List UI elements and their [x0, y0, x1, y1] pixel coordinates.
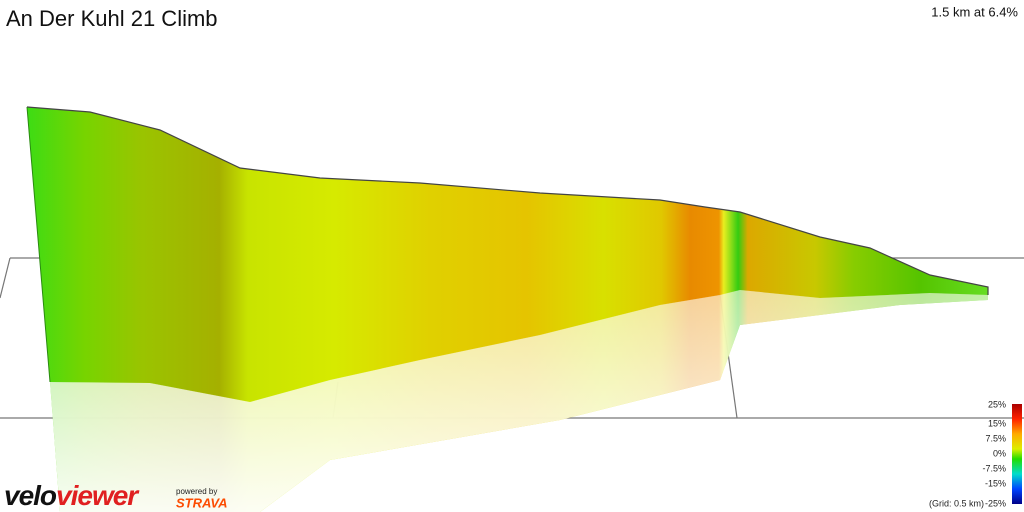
legend-label: -25%: [985, 498, 1006, 508]
logo-viewer: viewer: [56, 480, 140, 511]
legend-label: 7.5%: [985, 433, 1006, 443]
branding: veloviewer powered by STRAVA: [4, 480, 228, 511]
logo: veloviewer: [4, 480, 140, 511]
legend-label: -7.5%: [982, 463, 1006, 473]
logo-velo: velo: [4, 480, 57, 511]
ribbon-edge: [26, 106, 989, 295]
reflection: [50, 290, 988, 512]
legend-label: 0%: [993, 448, 1006, 458]
gradient-legend: 25% 15% 7.5% 0% -7.5% -15% -25% (Grid: 0…: [929, 399, 1022, 508]
strava-logo: STRAVA: [176, 495, 228, 510]
elevation-ribbon: [27, 107, 988, 402]
grid-note: (Grid: 0.5 km): [929, 498, 984, 508]
legend-label: -15%: [985, 478, 1006, 488]
summary: 1.5 km at 6.4%: [931, 4, 1018, 19]
powered-by: powered by: [176, 487, 217, 496]
legend-label: 15%: [988, 418, 1006, 428]
title: An Der Kuhl 21 Climb: [6, 6, 218, 31]
legend-label: 25%: [988, 399, 1006, 409]
color-scale: [1012, 404, 1022, 504]
ribbon-edge: [26, 106, 51, 383]
